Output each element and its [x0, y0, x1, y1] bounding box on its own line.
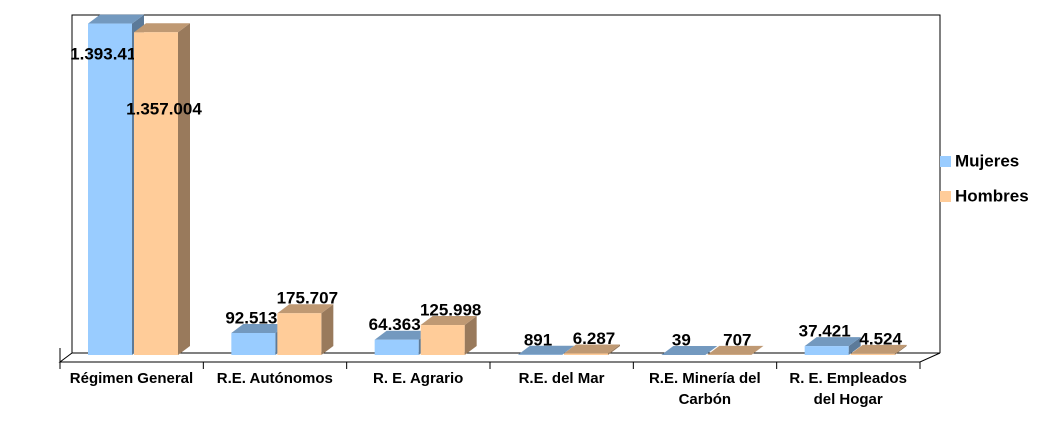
bar-side	[894, 344, 907, 355]
legend-swatch	[940, 191, 951, 202]
x-tick-label: R.E. del Mar	[518, 370, 605, 387]
x-tick-label: R. E. Empleados del Hogar	[789, 370, 907, 408]
bar-top	[850, 344, 907, 354]
value-label: 707	[723, 330, 751, 349]
x-tick-label: R.E. Autónomos	[216, 370, 333, 387]
bar-top	[374, 330, 431, 340]
bar-side	[562, 345, 574, 355]
bar-side	[178, 23, 190, 356]
bar-top	[518, 345, 574, 355]
x-tick-label: Régimen General	[69, 370, 194, 387]
bar	[804, 346, 849, 355]
bar-side	[848, 337, 861, 355]
bar	[88, 23, 132, 356]
bar-side	[464, 316, 477, 355]
bar-top	[707, 345, 764, 355]
legend-label: Hombres	[955, 186, 1029, 205]
back-wall	[71, 14, 941, 353]
value-label: 125.998	[420, 301, 481, 320]
value-label: 1.357.004	[126, 99, 202, 118]
bar-top	[231, 323, 288, 333]
value-label: 4.524	[859, 329, 902, 348]
bar	[374, 339, 419, 355]
value-label: 891	[524, 330, 552, 349]
value-label: 6.287	[573, 329, 616, 348]
bar-side	[705, 345, 718, 355]
x-tick-label: R.E. Minería del Carbón	[648, 370, 761, 408]
bar-top	[134, 23, 190, 33]
bar-top	[420, 316, 477, 326]
bar	[850, 353, 895, 355]
bar	[420, 325, 465, 355]
bar-side	[321, 304, 334, 355]
bar-top	[88, 14, 144, 24]
bar-side	[751, 345, 764, 355]
bar	[564, 353, 608, 355]
bar-top	[277, 304, 334, 314]
value-label: 39	[672, 330, 691, 349]
legend-swatch	[940, 156, 951, 167]
bar-top	[661, 345, 718, 355]
value-label: 64.363	[369, 315, 421, 334]
bar	[277, 313, 322, 355]
value-label: 92.513	[225, 308, 277, 327]
value-label: 175.707	[277, 289, 338, 308]
value-label: 37.421	[799, 322, 851, 341]
bar	[231, 332, 276, 355]
bar-top	[804, 337, 861, 347]
legend-label: Mujeres	[955, 151, 1019, 170]
bar-top	[564, 344, 620, 354]
value-label: 1.393.415	[70, 44, 146, 63]
bar	[134, 32, 178, 356]
x-tick-label: R. E. Agrario	[373, 370, 464, 387]
bar-side	[608, 344, 620, 355]
